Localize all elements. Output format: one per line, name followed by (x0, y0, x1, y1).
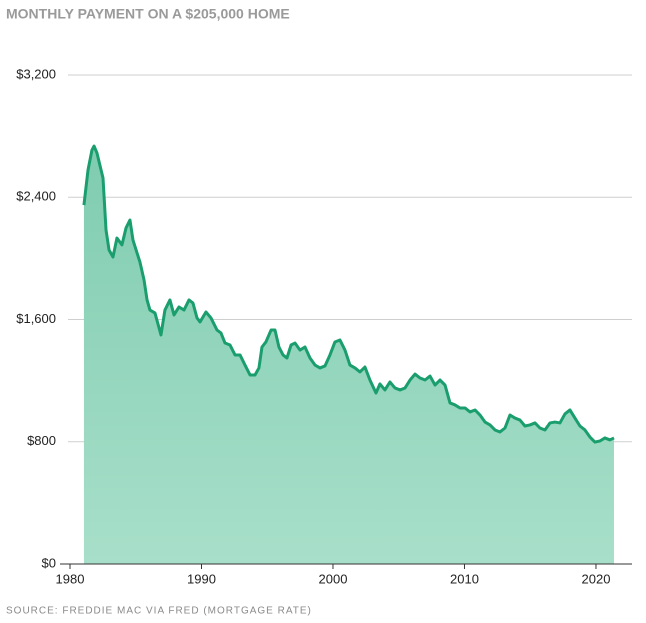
y-tick-label: $800 (27, 433, 56, 448)
x-tick-label: 2020 (582, 571, 611, 586)
y-tick-label: $1,600 (16, 311, 56, 326)
chart-title: MONTHLY PAYMENT ON A $205,000 HOME (6, 6, 290, 22)
y-tick-label: $0 (42, 555, 56, 570)
y-tick-label: $3,200 (16, 66, 56, 81)
y-tick-label: $2,400 (16, 189, 56, 204)
area-fill (83, 146, 614, 564)
x-tick-label: 1990 (187, 571, 216, 586)
line (82, 144, 615, 444)
x-tick-label: 1980 (56, 571, 85, 586)
source-note: SOURCE: FREDDIE MAC VIA FRED (MORTGAGE R… (6, 606, 312, 617)
x-tick-label: 2010 (450, 571, 479, 586)
x-tick-label: 2000 (319, 571, 348, 586)
